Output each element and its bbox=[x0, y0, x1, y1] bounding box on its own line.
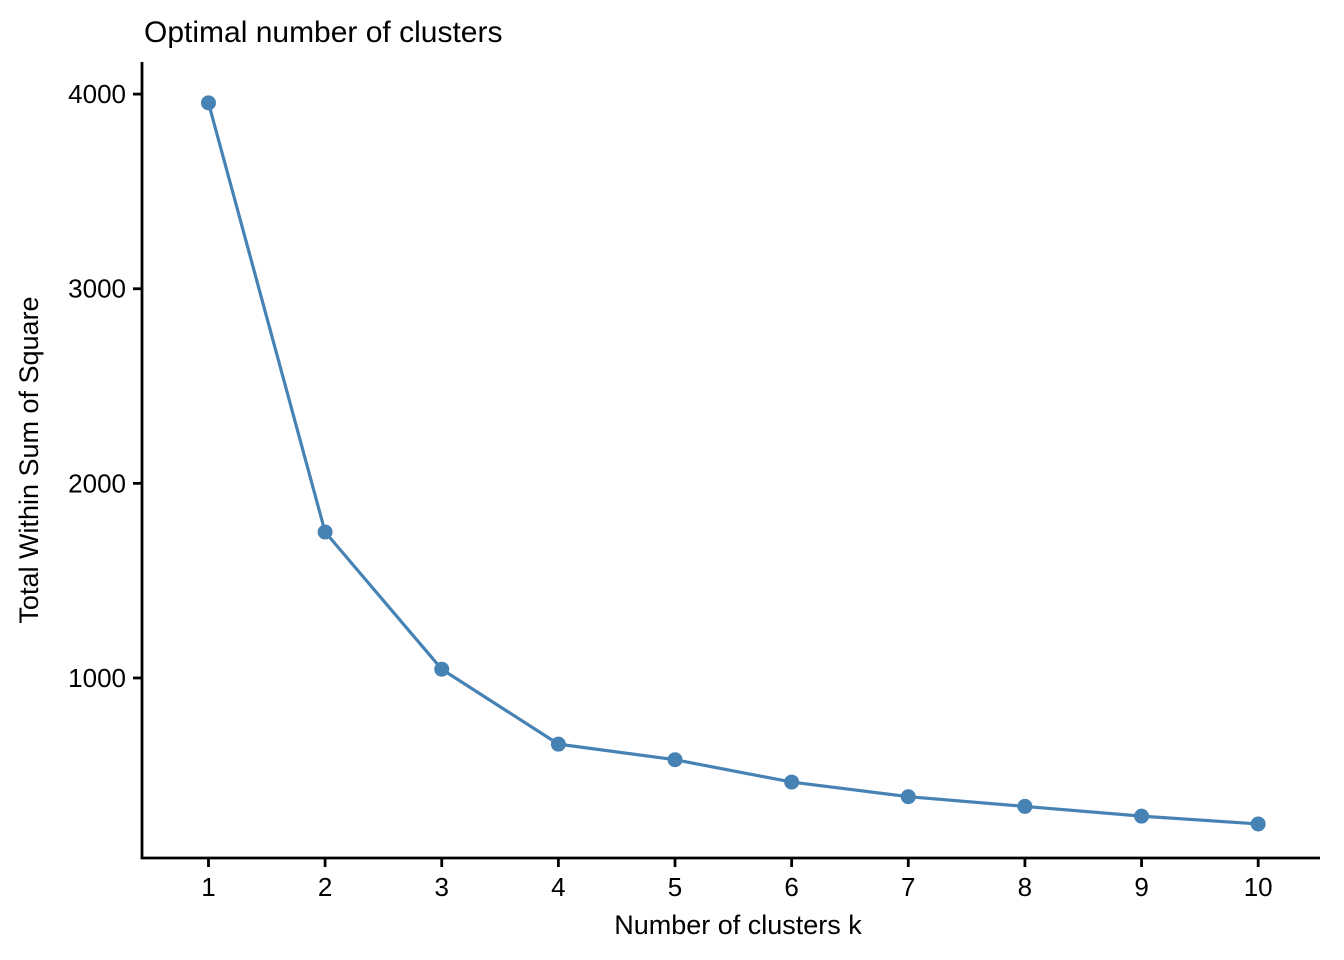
data-point bbox=[1017, 798, 1033, 814]
data-point bbox=[200, 95, 216, 111]
data-point bbox=[900, 789, 916, 805]
chart-title: Optimal number of clusters bbox=[144, 16, 502, 49]
x-tick-label: 3 bbox=[435, 872, 449, 902]
x-tick-label: 9 bbox=[1134, 872, 1148, 902]
data-point bbox=[784, 774, 800, 790]
data-point bbox=[1134, 808, 1150, 824]
x-tick-label: 10 bbox=[1244, 872, 1273, 902]
x-tick-label: 7 bbox=[901, 872, 915, 902]
data-point bbox=[667, 752, 683, 768]
x-tick-label: 4 bbox=[551, 872, 565, 902]
y-tick-label: 2000 bbox=[68, 468, 126, 498]
x-tick-label: 1 bbox=[201, 872, 215, 902]
series-line bbox=[206, 101, 1260, 826]
data-point bbox=[434, 661, 450, 677]
data-point bbox=[550, 736, 566, 752]
x-tick-label: 2 bbox=[318, 872, 332, 902]
series-layer bbox=[200, 95, 1266, 832]
x-tick-label: 8 bbox=[1018, 872, 1032, 902]
axes-layer: 1000 2000 3000 4000 1 2 3 4 5 6 7 8 9 10 bbox=[68, 62, 1320, 902]
x-tick-label: 6 bbox=[784, 872, 798, 902]
y-tick-label: 3000 bbox=[68, 274, 126, 304]
x-axis-label: Number of clusters k bbox=[614, 910, 862, 940]
y-tick-label: 1000 bbox=[68, 663, 126, 693]
data-point bbox=[317, 524, 333, 540]
x-tick-label: 5 bbox=[668, 872, 682, 902]
y-tick-label: 4000 bbox=[68, 79, 126, 109]
data-point bbox=[1250, 816, 1266, 832]
y-axis-label: Total Within Sum of Square bbox=[14, 296, 44, 623]
